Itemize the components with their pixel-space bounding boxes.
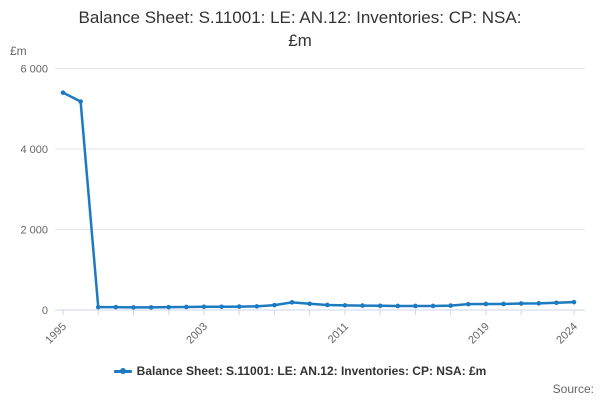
- data-point-marker: [272, 302, 277, 308]
- legend-line-marker-icon: [113, 368, 132, 374]
- data-point-marker: [201, 304, 207, 310]
- source-label: Source:: [552, 382, 594, 396]
- y-tick-label: 0: [42, 305, 48, 317]
- data-point-marker: [448, 303, 453, 308]
- data-point-marker: [289, 300, 295, 305]
- chart-title: Balance Sheet: S.11001: LE: AN.12: Inven…: [50, 6, 550, 52]
- x-tick-label: 2024: [554, 321, 580, 347]
- x-tick-label: 1995: [43, 321, 69, 347]
- data-point-marker: [78, 99, 83, 104]
- data-point-marker: [236, 304, 242, 309]
- data-point-marker: [554, 300, 559, 306]
- legend: Balance Sheet: S.11001: LE: AN.12: Inven…: [0, 361, 600, 381]
- data-point-marker: [536, 301, 542, 306]
- chart-title-line-2: £m: [288, 31, 312, 50]
- data-point-marker: [60, 90, 66, 95]
- data-point-marker: [360, 303, 365, 308]
- y-tick-label: 6 000: [20, 64, 48, 76]
- legend-label: Balance Sheet: S.11001: LE: AN.12: Inven…: [136, 364, 487, 378]
- data-point-marker: [413, 303, 418, 309]
- data-point-marker: [342, 303, 348, 308]
- data-point-marker: [325, 302, 330, 308]
- x-tick-label: 2011: [326, 321, 351, 346]
- data-point-marker: [131, 305, 136, 310]
- data-point-marker: [395, 303, 401, 309]
- data-point-marker: [148, 305, 154, 310]
- data-point-marker: [501, 301, 506, 307]
- data-point-marker: [307, 301, 312, 307]
- data-point-marker: [483, 301, 489, 307]
- data-point-marker: [184, 304, 189, 310]
- data-point-marker: [571, 299, 577, 305]
- data-point-marker: [377, 303, 383, 309]
- data-point-marker: [518, 301, 524, 306]
- x-tick-label: 2003: [184, 321, 210, 347]
- legend-item-balance-sheet[interactable]: Balance Sheet: S.11001: LE: AN.12: Inven…: [113, 364, 487, 378]
- x-tick-label: 2019: [466, 321, 492, 347]
- y-tick-label: 2 000: [20, 225, 48, 237]
- y-tick-label: 4 000: [20, 144, 48, 156]
- data-point-marker: [465, 301, 471, 307]
- chart-title-line-1: Balance Sheet: S.11001: LE: AN.12: Inven…: [78, 8, 522, 27]
- data-point-marker: [430, 303, 436, 309]
- y-axis-unit-label: £m: [10, 44, 27, 58]
- data-point-marker: [219, 304, 224, 310]
- data-point-marker: [254, 304, 260, 309]
- data-point-marker: [95, 304, 101, 310]
- data-point-marker: [113, 304, 119, 310]
- series-line: [61, 91, 576, 309]
- legend-point-marker-icon: [119, 368, 126, 374]
- data-point-marker: [166, 304, 172, 310]
